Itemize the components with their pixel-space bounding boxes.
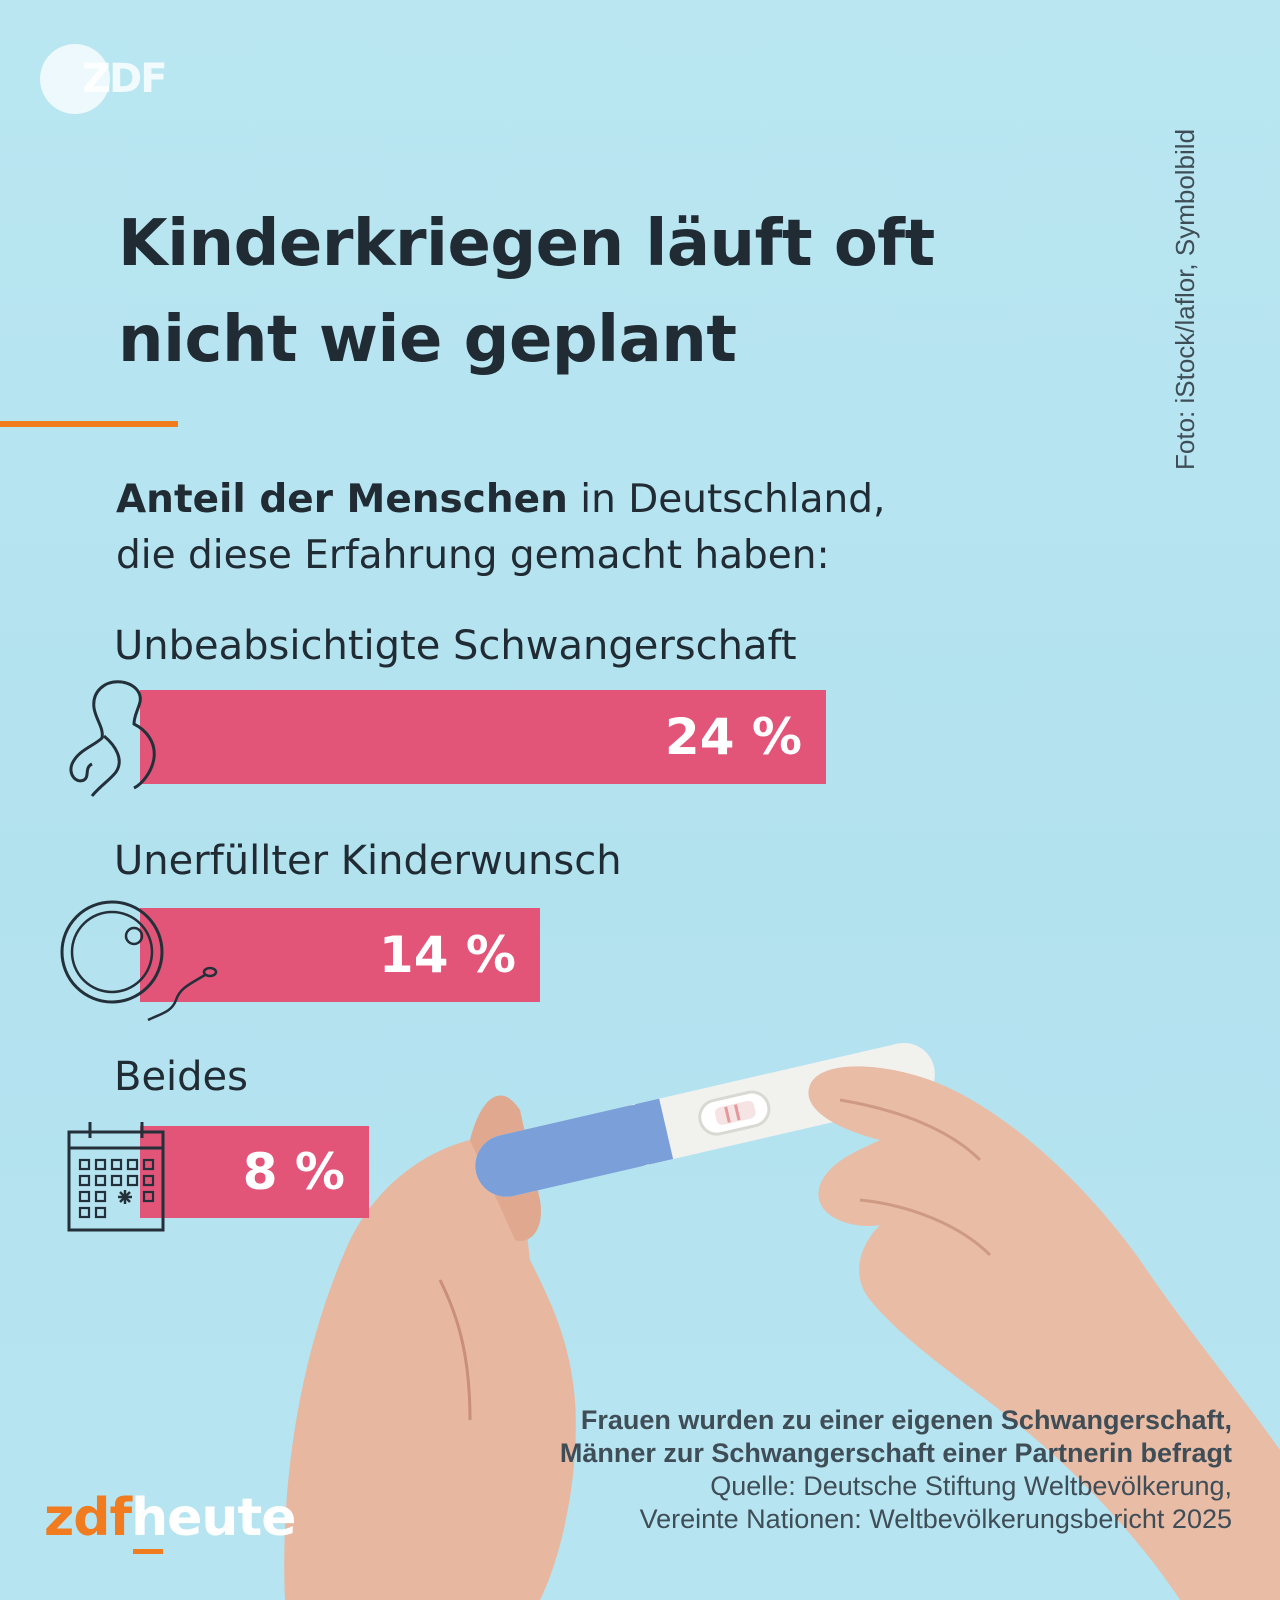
zdfheute-logo: zdfheute <box>44 1488 297 1548</box>
title-line-1: Kinderkriegen läuft oft <box>118 207 935 281</box>
category-label-1: Unbeabsichtigte Schwangerschaft <box>114 623 797 669</box>
zdf-logo-circle <box>40 44 110 114</box>
bar-value-2: 14 % <box>378 926 516 984</box>
calendar-icon <box>67 1122 165 1232</box>
pregnant-woman-icon <box>69 680 156 797</box>
subtitle-line-1: Anteil der Menschen in Deutschland, <box>116 472 1016 528</box>
footnote-source-2: Vereinte Nationen: Weltbevölkerungsberic… <box>639 1504 1232 1534</box>
footnote-source-1: Quelle: Deutsche Stiftung Weltbevölkerun… <box>710 1471 1232 1501</box>
bar-value-1: 24 % <box>664 708 802 766</box>
footnote-method-2: Männer zur Schwangerschaft einer Partner… <box>559 1438 1232 1468</box>
bar-2: 14 % <box>140 908 540 1002</box>
egg-sperm-icon <box>60 900 218 1022</box>
bar-1: 24 % <box>140 690 826 784</box>
subtitle-line-2: die diese Erfahrung gemacht haben: <box>116 533 830 578</box>
brand-heute: heute <box>131 1488 296 1548</box>
bar-3: 8 % <box>140 1126 369 1218</box>
subtitle-rest: in Deutschland, <box>567 477 886 522</box>
zdf-logo: ZDF <box>40 44 170 114</box>
footnote: Frauen wurden zu einer eigenen Schwanger… <box>472 1404 1232 1536</box>
brand-zdf: zdf <box>44 1488 132 1548</box>
accent-divider <box>0 421 178 427</box>
category-label-2: Unerfüllter Kinderwunsch <box>114 838 622 884</box>
category-label-3: Beides <box>114 1054 249 1100</box>
subtitle: Anteil der Menschen in Deutschland, die … <box>116 472 1016 584</box>
zdf-logo-text: ZDF <box>82 56 168 102</box>
photo-credit: Foto: iStock/laflor, Symbolbild <box>1170 128 1200 470</box>
page-title: Kinderkriegen läuft oft nicht wie geplan… <box>118 196 1118 388</box>
subtitle-bold: Anteil der Menschen <box>116 477 568 522</box>
footnote-method-1: Frauen wurden zu einer eigenen Schwanger… <box>580 1405 1232 1435</box>
bar-value-3: 8 % <box>242 1143 345 1201</box>
title-line-2: nicht wie geplant <box>118 303 737 377</box>
